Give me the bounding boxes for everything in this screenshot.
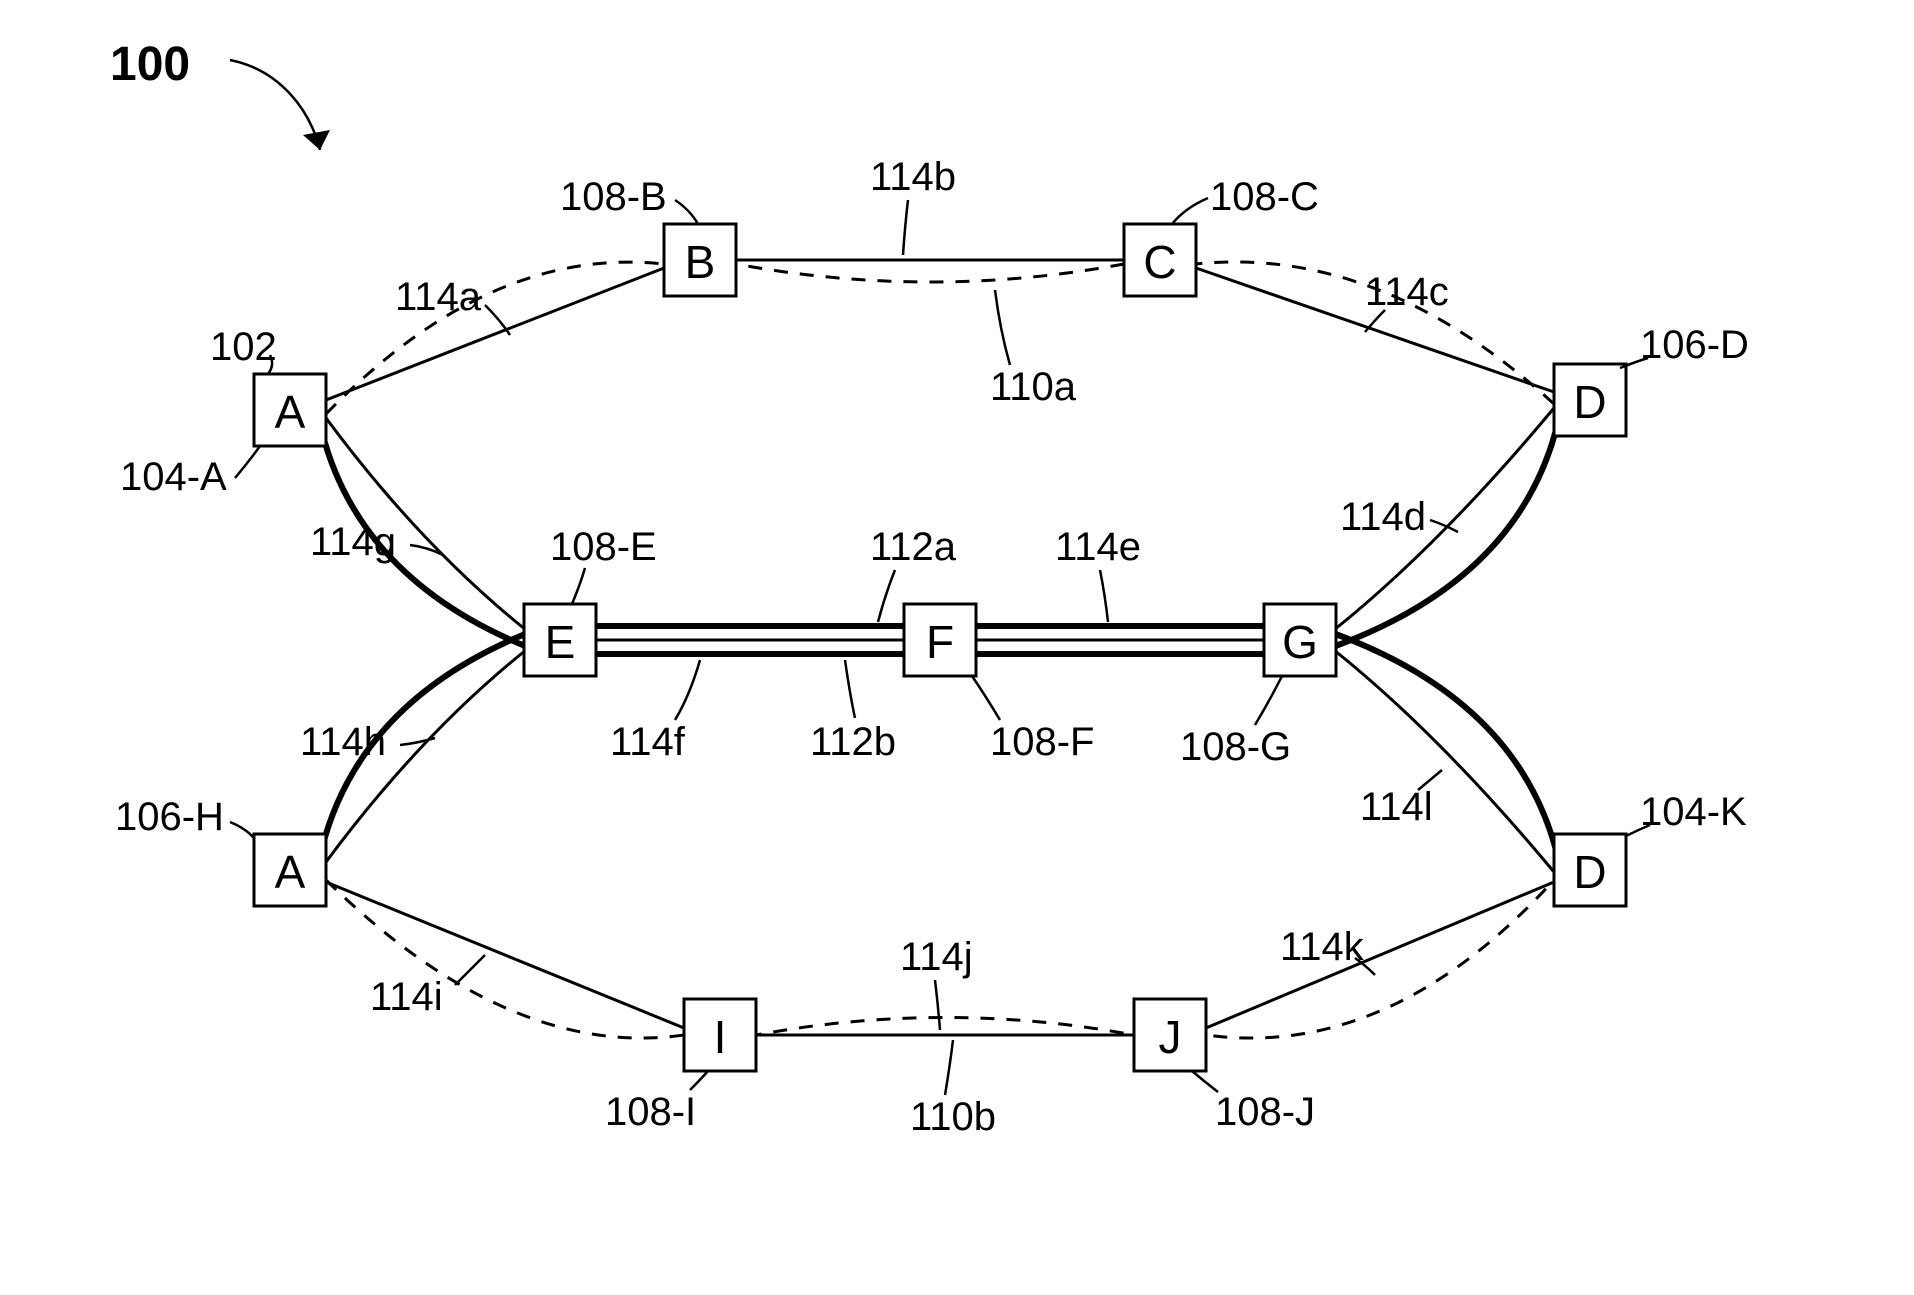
svg-text:E: E xyxy=(545,616,576,668)
ref-108-E: 108-E xyxy=(550,525,657,569)
ref-110a: 110a xyxy=(990,365,1077,409)
ref-108-I: 108-I xyxy=(605,1090,696,1134)
ref-114h: 114h xyxy=(300,720,386,764)
ref-108-B: 108-B xyxy=(560,175,667,219)
node-F: F xyxy=(904,604,976,676)
node-B: B xyxy=(664,224,736,296)
node-D1: D xyxy=(1554,364,1626,436)
ref-114i: 114i xyxy=(370,975,443,1019)
ref-114e: 114e xyxy=(1055,525,1141,569)
ref-114c: 114c xyxy=(1365,270,1449,314)
ref-114b: 114b xyxy=(870,155,956,199)
ref-114g: 114g xyxy=(310,520,396,564)
ref-106-H: 106-H xyxy=(115,795,224,839)
ref-112b: 112b xyxy=(810,720,896,764)
ref-108-G: 108-G xyxy=(1180,725,1291,769)
ref-108-J: 108-J xyxy=(1215,1090,1315,1134)
edge-A1-B xyxy=(326,268,664,400)
svg-text:I: I xyxy=(714,1011,727,1063)
network-diagram: 100 A B C D xyxy=(0,0,1914,1295)
ref-108-C: 108-C xyxy=(1210,175,1319,219)
svg-text:G: G xyxy=(1282,616,1318,668)
svg-text:J: J xyxy=(1159,1011,1182,1063)
ref-114l: 114l xyxy=(1360,785,1433,829)
node-A2: A xyxy=(254,834,326,906)
svg-text:F: F xyxy=(926,616,954,668)
svg-text:C: C xyxy=(1143,236,1176,288)
svg-text:D: D xyxy=(1573,846,1606,898)
edge-D2-G-inner xyxy=(1334,650,1554,872)
node-E: E xyxy=(524,604,596,676)
ref-104-K: 104-K xyxy=(1640,790,1747,834)
ref-104-A: 104-A xyxy=(120,455,227,499)
ref-100: 100 xyxy=(110,38,190,91)
node-C: C xyxy=(1124,224,1196,296)
ref-114d: 114d xyxy=(1340,495,1426,539)
node-A1: A xyxy=(254,374,326,446)
ref-108-F: 108-F xyxy=(990,720,1095,764)
svg-text:D: D xyxy=(1573,376,1606,428)
svg-text:A: A xyxy=(275,386,306,438)
node-D2: D xyxy=(1554,834,1626,906)
ref-102: 102 xyxy=(210,325,277,369)
ref-110b: 110b xyxy=(910,1095,996,1139)
ref-114a: 114a xyxy=(395,275,482,319)
edge-J-D2 xyxy=(1206,882,1554,1028)
ref-114j: 114j xyxy=(900,935,973,979)
svg-text:A: A xyxy=(275,846,306,898)
ref-100-arrowhead xyxy=(303,130,330,150)
ref-106-D: 106-D xyxy=(1640,323,1749,367)
node-G: G xyxy=(1264,604,1336,676)
node-J: J xyxy=(1134,999,1206,1071)
node-I: I xyxy=(684,999,756,1071)
svg-text:B: B xyxy=(685,236,716,288)
ref-112a: 112a xyxy=(870,525,957,569)
ref-114f: 114f xyxy=(610,720,686,764)
ref-114k: 114k xyxy=(1280,925,1365,969)
